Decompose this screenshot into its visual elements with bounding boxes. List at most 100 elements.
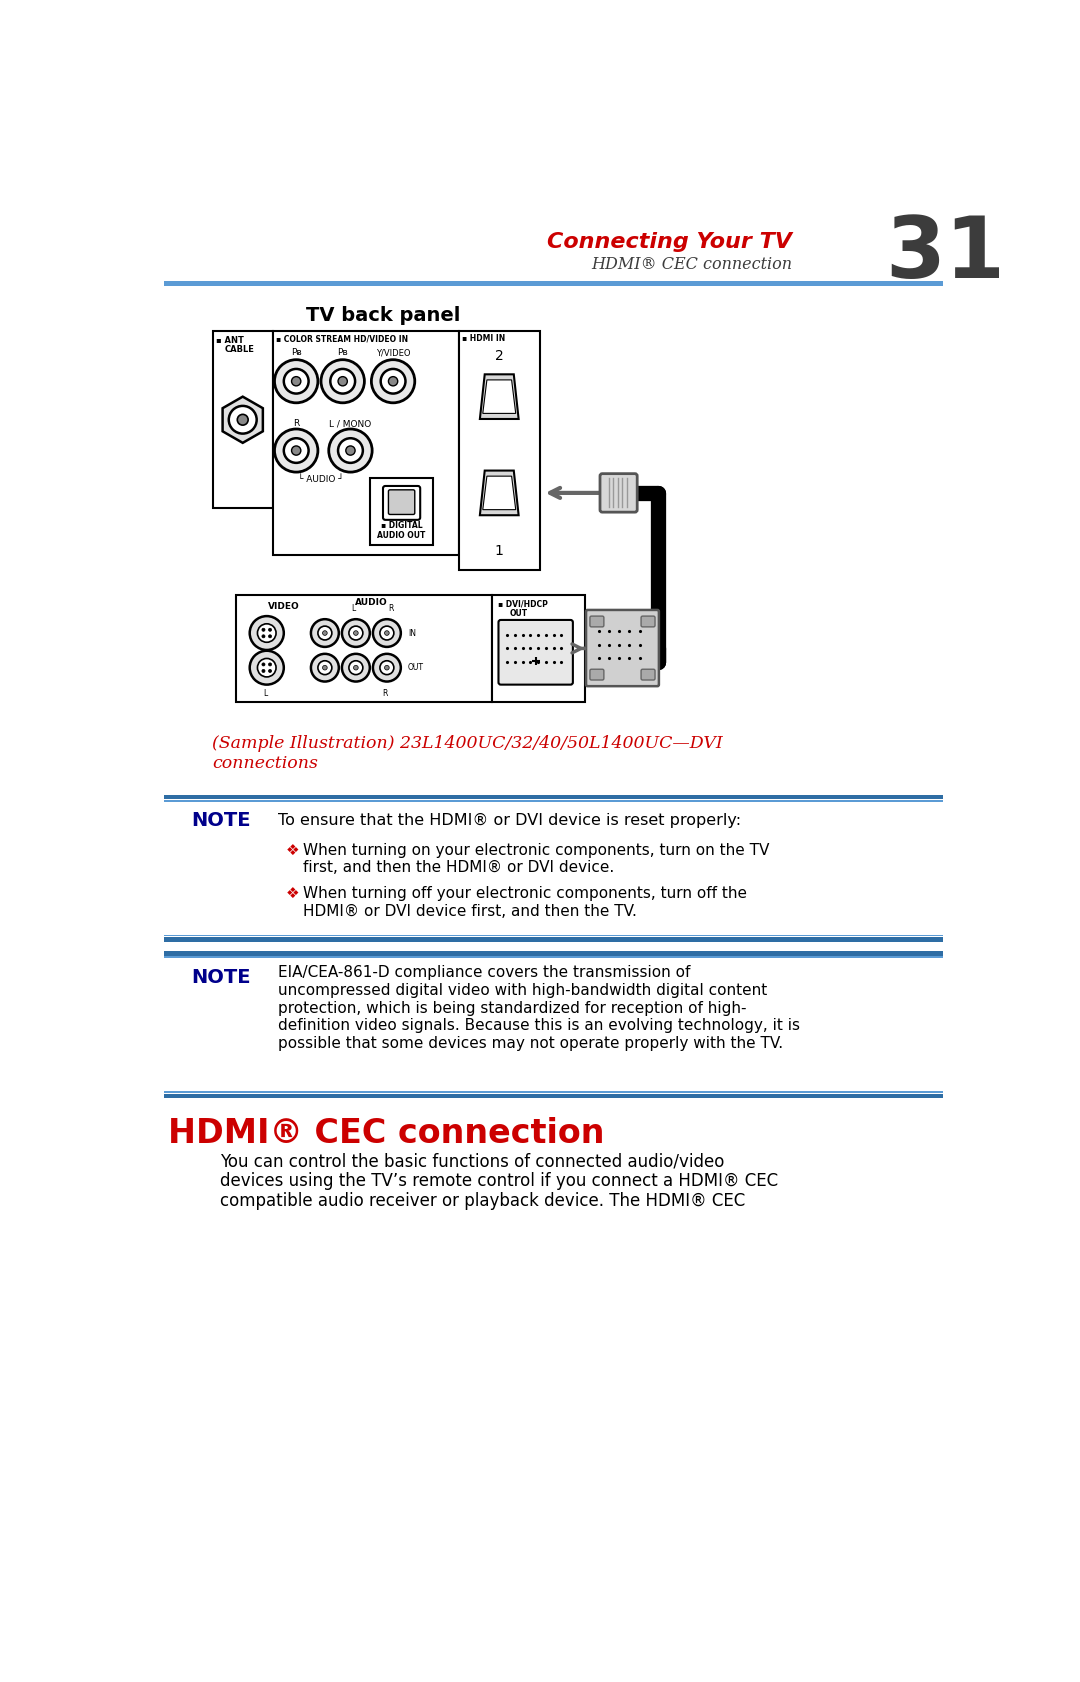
Circle shape [318, 661, 332, 674]
Text: devices using the TV’s remote control if you connect a HDMI® CEC: devices using the TV’s remote control if… [220, 1172, 779, 1191]
FancyBboxPatch shape [642, 616, 656, 627]
Text: You can control the basic functions of connected audio/video: You can control the basic functions of c… [220, 1152, 725, 1171]
Text: ▪ HDMI IN: ▪ HDMI IN [462, 335, 505, 343]
Text: EIA/CEA-861-D compliance covers the transmission of: EIA/CEA-861-D compliance covers the tran… [279, 965, 691, 981]
Circle shape [257, 624, 276, 643]
Circle shape [342, 654, 369, 681]
Circle shape [318, 626, 332, 639]
Text: R: R [388, 604, 393, 612]
Text: 2: 2 [495, 348, 503, 363]
Text: ▪ ANT: ▪ ANT [216, 336, 243, 345]
Bar [213, 331, 273, 508]
Text: protection, which is being standardized for reception of high-: protection, which is being standardized … [279, 1001, 747, 1016]
Circle shape [384, 631, 389, 636]
Text: ▪ COLOR STREAM HD/VIDEO IN: ▪ COLOR STREAM HD/VIDEO IN [276, 335, 408, 343]
Circle shape [229, 405, 257, 434]
Circle shape [321, 360, 364, 402]
Circle shape [380, 626, 394, 639]
Circle shape [311, 619, 339, 648]
FancyBboxPatch shape [586, 611, 659, 686]
Circle shape [353, 631, 359, 636]
Bar [369, 478, 433, 545]
Text: OUT: OUT [510, 609, 528, 617]
Circle shape [262, 669, 265, 673]
Text: L: L [351, 604, 355, 612]
Polygon shape [222, 397, 262, 442]
Polygon shape [480, 471, 518, 515]
Text: L: L [264, 688, 268, 698]
Bar [459, 331, 540, 570]
Circle shape [346, 446, 355, 456]
Polygon shape [480, 375, 518, 419]
Text: R: R [293, 419, 299, 429]
Polygon shape [483, 380, 516, 414]
Text: Connecting Your TV: Connecting Your TV [548, 232, 793, 252]
Circle shape [292, 377, 301, 385]
Text: Y/VIDEO: Y/VIDEO [376, 348, 410, 357]
Circle shape [238, 414, 248, 426]
Circle shape [338, 439, 363, 463]
Text: IN: IN [408, 629, 416, 637]
Circle shape [384, 666, 389, 669]
Circle shape [330, 368, 355, 394]
Circle shape [262, 634, 265, 637]
Circle shape [262, 663, 265, 666]
FancyBboxPatch shape [499, 621, 572, 685]
Text: When turning on your electronic components, turn on the TV: When turning on your electronic componen… [303, 843, 770, 858]
Circle shape [373, 654, 401, 681]
Circle shape [342, 619, 369, 648]
Circle shape [372, 360, 415, 402]
Text: R: R [382, 688, 388, 698]
Circle shape [262, 629, 265, 631]
Text: connections: connections [213, 755, 319, 772]
Circle shape [373, 619, 401, 648]
Circle shape [349, 661, 363, 674]
FancyBboxPatch shape [383, 486, 420, 520]
Text: NOTE: NOTE [191, 811, 251, 831]
Polygon shape [483, 476, 516, 510]
Circle shape [380, 368, 405, 394]
Bar [164, 937, 943, 942]
Circle shape [269, 634, 271, 637]
Text: CABLE: CABLE [225, 345, 255, 355]
Text: HDMI® CEC connection: HDMI® CEC connection [167, 1117, 604, 1149]
Text: first, and then the HDMI® or DVI device.: first, and then the HDMI® or DVI device. [303, 861, 615, 875]
Circle shape [338, 377, 348, 385]
FancyBboxPatch shape [590, 669, 604, 680]
FancyBboxPatch shape [590, 616, 604, 627]
Text: possible that some devices may not operate properly with the TV.: possible that some devices may not opera… [279, 1036, 783, 1051]
Circle shape [274, 429, 318, 473]
Bar [273, 331, 459, 555]
Circle shape [257, 658, 276, 676]
Bar [491, 594, 584, 703]
Text: ▪ DVI/HDCP: ▪ DVI/HDCP [498, 599, 548, 609]
Bar [235, 594, 491, 703]
Text: L / MONO: L / MONO [329, 419, 372, 429]
Text: ❖: ❖ [286, 886, 300, 902]
Circle shape [269, 629, 271, 631]
Text: └ AUDIO ┘: └ AUDIO ┘ [298, 474, 343, 483]
Circle shape [389, 377, 397, 385]
Text: 1: 1 [495, 543, 503, 558]
Text: To ensure that the HDMI® or DVI device is reset properly:: To ensure that the HDMI® or DVI device i… [279, 814, 742, 829]
Text: NOTE: NOTE [191, 967, 251, 987]
Bar [164, 1093, 943, 1098]
FancyBboxPatch shape [600, 474, 637, 511]
Text: 31: 31 [885, 212, 1004, 296]
Text: AUDIO OUT: AUDIO OUT [377, 532, 426, 540]
Text: ▪ DIGITAL: ▪ DIGITAL [381, 521, 422, 530]
Text: Pᴃ: Pᴃ [291, 348, 301, 357]
Text: HDMI® or DVI device first, and then the TV.: HDMI® or DVI device first, and then the … [303, 903, 637, 918]
Text: OUT: OUT [408, 663, 423, 673]
Text: definition video signals. Because this is an evolving technology, it is: definition video signals. Because this i… [279, 1018, 800, 1033]
Text: HDMI® CEC connection: HDMI® CEC connection [591, 256, 793, 274]
Text: AUDIO: AUDIO [355, 597, 388, 607]
Text: (Sample Illustration) 23L1400UC/32/40/50L1400UC—DVI: (Sample Illustration) 23L1400UC/32/40/50… [213, 735, 724, 752]
Circle shape [284, 439, 309, 463]
Circle shape [249, 616, 284, 649]
Text: TV back panel: TV back panel [306, 306, 460, 325]
Circle shape [269, 669, 271, 673]
Text: When turning off your electronic components, turn off the: When turning off your electronic compone… [303, 886, 747, 902]
Circle shape [323, 666, 327, 669]
FancyBboxPatch shape [642, 669, 656, 680]
